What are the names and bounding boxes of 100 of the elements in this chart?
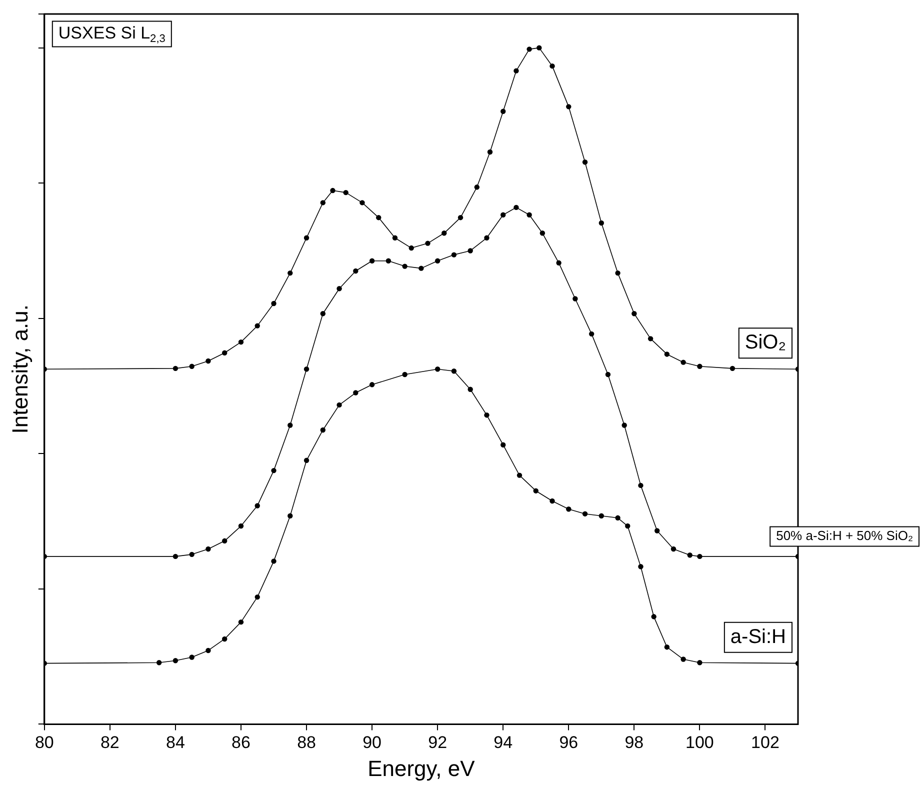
point — [638, 564, 644, 570]
point — [474, 184, 480, 190]
point — [320, 200, 326, 206]
series-label: 50% a-Si:H + 50% SiO₂ — [776, 528, 914, 544]
point — [425, 240, 430, 246]
point — [651, 614, 656, 620]
point — [468, 386, 473, 392]
point — [664, 352, 670, 357]
point — [189, 364, 194, 369]
point — [254, 323, 260, 328]
point — [582, 511, 588, 516]
point — [434, 258, 440, 264]
point — [487, 149, 493, 155]
point — [615, 515, 620, 521]
point — [526, 46, 532, 52]
point — [540, 230, 546, 236]
point — [670, 546, 676, 552]
point — [360, 200, 365, 206]
point — [320, 311, 326, 316]
point — [288, 422, 293, 428]
point — [638, 482, 644, 488]
point — [402, 372, 408, 378]
x-axis-title: Energy, eV — [368, 756, 476, 781]
point — [451, 252, 457, 258]
point — [376, 214, 382, 220]
point — [730, 366, 736, 372]
point — [654, 528, 660, 534]
point — [172, 658, 178, 664]
point — [336, 286, 342, 292]
point — [222, 538, 228, 544]
point — [516, 472, 522, 478]
point — [648, 336, 654, 342]
point — [434, 366, 440, 372]
point — [458, 214, 464, 220]
point — [526, 212, 532, 218]
point — [680, 656, 686, 662]
point — [222, 636, 228, 642]
point — [304, 366, 310, 372]
x-tick-label: 88 — [297, 733, 316, 752]
point — [536, 45, 542, 50]
point — [392, 235, 398, 240]
y-axis-title: Intensity, a.u. — [7, 304, 32, 434]
point — [572, 296, 578, 302]
point — [533, 488, 538, 494]
point — [664, 644, 670, 650]
x-tick-label: 90 — [362, 733, 382, 752]
point — [343, 190, 348, 196]
x-tick-label: 92 — [428, 733, 448, 752]
point — [697, 364, 702, 369]
point — [206, 546, 211, 552]
point — [369, 258, 375, 264]
x-tick-label: 80 — [34, 733, 54, 752]
point — [353, 390, 358, 396]
point — [222, 350, 228, 356]
point — [556, 260, 562, 266]
point — [680, 360, 686, 365]
point — [500, 442, 506, 448]
point — [189, 654, 194, 660]
point — [550, 498, 555, 504]
point — [500, 108, 506, 114]
point — [304, 458, 310, 464]
point — [206, 358, 211, 364]
point — [238, 619, 244, 625]
point — [408, 245, 414, 251]
point — [206, 648, 211, 654]
point — [632, 311, 637, 316]
point — [386, 258, 392, 264]
x-tick-label: 98 — [624, 733, 644, 752]
point — [418, 266, 424, 271]
point — [353, 268, 358, 274]
x-tick-label: 96 — [559, 733, 578, 752]
point — [304, 235, 310, 240]
x-tick-label: 94 — [494, 733, 513, 752]
point — [625, 523, 630, 529]
point — [468, 248, 473, 254]
point — [605, 372, 611, 378]
point — [484, 412, 490, 418]
point — [156, 660, 162, 666]
point — [484, 235, 490, 240]
x-tick-label: 82 — [100, 733, 120, 752]
point — [588, 331, 594, 337]
point — [598, 220, 604, 226]
point — [687, 552, 692, 558]
point — [550, 63, 555, 69]
point — [172, 366, 178, 372]
point — [697, 554, 702, 560]
point — [288, 513, 293, 518]
point — [369, 382, 375, 388]
point — [271, 558, 276, 564]
point — [254, 594, 260, 600]
point — [189, 552, 194, 558]
series-label: SiO₂ — [744, 332, 786, 354]
point — [582, 160, 588, 165]
point — [514, 204, 519, 210]
point — [451, 368, 457, 374]
point — [615, 270, 620, 276]
point — [288, 270, 293, 276]
point — [402, 264, 408, 269]
point — [566, 506, 572, 512]
point — [271, 468, 276, 474]
